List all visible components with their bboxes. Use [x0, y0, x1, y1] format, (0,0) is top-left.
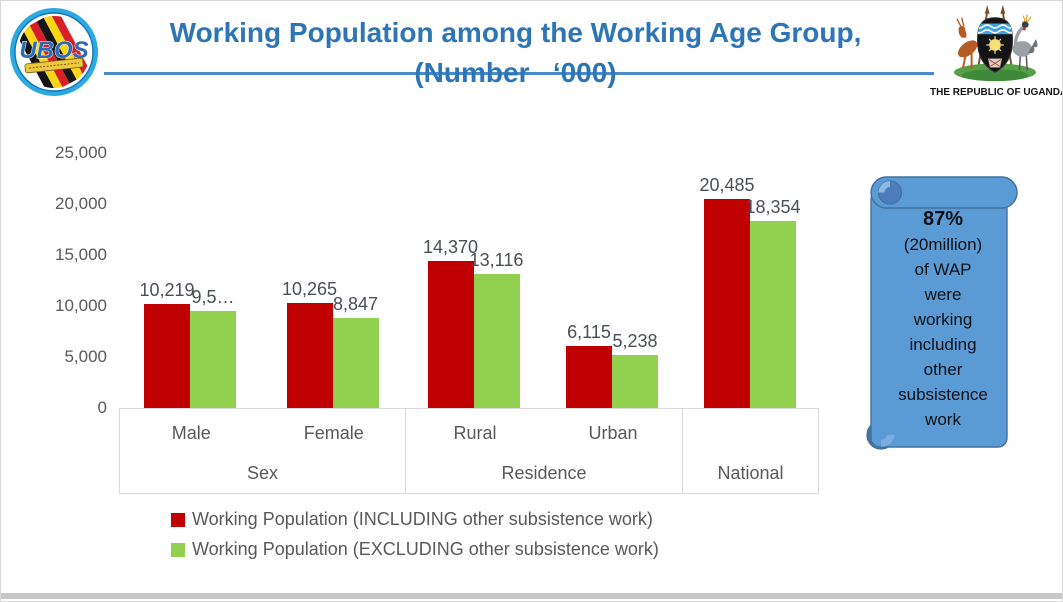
- callout-line: including: [909, 335, 977, 354]
- bar-value-label: 14,370: [422, 237, 479, 257]
- callout-line: 87%: [922, 208, 964, 230]
- bar-male-excluding: [190, 311, 236, 408]
- axis-group-label-national: National: [717, 462, 784, 483]
- axis-group-national: National: [682, 409, 818, 493]
- legend-label-including: Working Population (INCLUDING other subs…: [192, 509, 653, 529]
- axis-label-rural: Rural: [453, 422, 497, 443]
- legend-item-excluding: Working Population (EXCLUDING other subs…: [171, 539, 659, 560]
- y-axis-tick: 15,000: [55, 245, 107, 264]
- legend-swatch-excluding: [171, 542, 185, 557]
- axis-group-sex: Male Female Sex: [120, 409, 405, 493]
- axis-label-female: Female: [303, 422, 364, 443]
- legend-swatch-including: [171, 512, 185, 527]
- legend-label-excluding: Working Population (EXCLUDING other subs…: [192, 539, 659, 559]
- coat-of-arms-caption: THE REPUBLIC OF UGANDA: [930, 87, 1063, 98]
- coat-of-arms-icon: [954, 4, 1038, 82]
- callout-line: (20million): [903, 235, 983, 254]
- bar-value-label: 9,5…: [191, 287, 235, 307]
- ubos-logo-icon: UBOS: [9, 7, 99, 97]
- y-axis-tick: 10,000: [55, 296, 107, 315]
- bar-urban-including: [566, 346, 612, 408]
- bar-value-label: 10,219: [139, 280, 195, 300]
- slide-title: Working Population among the Working Age…: [101, 17, 930, 89]
- y-axis-tick: 20,000: [55, 194, 107, 213]
- callout-line: working: [913, 310, 973, 329]
- axis-group-label-sex: Sex: [246, 462, 279, 483]
- legend-item-including: Working Population (INCLUDING other subs…: [171, 509, 659, 530]
- title-line-1: Working Population among the Working Age…: [169, 17, 862, 48]
- title-line-2: (Number ‘000): [414, 57, 617, 88]
- bar-value-label: 10,265: [281, 279, 338, 299]
- bar-male-including: [144, 304, 190, 408]
- bar-value-label: 6,115: [567, 322, 611, 342]
- scroll-callout-text: 87% (20million) of WAP were working including…: [873, 207, 1013, 432]
- callout-line: subsistence: [898, 385, 988, 404]
- y-axis-tick: 5,000: [64, 347, 107, 366]
- title-underline: [104, 72, 934, 75]
- callout-line: were: [924, 285, 962, 304]
- scroll-callout: 87% (20million) of WAP were working including…: [865, 165, 1023, 455]
- bar-rural-excluding: [473, 274, 520, 408]
- bar-female-including: [286, 303, 333, 408]
- category-axis: Male Female Sex Rural Urban Residence Na…: [119, 408, 819, 494]
- plot-area: 10,219 9,5… 10,265 8,847 14,370 13,116 6,115 5,…: [119, 153, 819, 408]
- bar-urban-excluding: [612, 355, 658, 408]
- uganda-coat-of-arms: THE REPUBLIC OF UGANDA: [930, 4, 1063, 98]
- bar-female-excluding: [332, 318, 379, 408]
- slide-footer-bar: [1, 593, 1062, 599]
- bar-rural-including: [427, 261, 474, 408]
- axis-group-residence: Rural Urban Residence: [405, 409, 682, 493]
- bar-national-including: [704, 199, 750, 408]
- bar-value-label: 13,116: [469, 250, 524, 270]
- bar-value-label: 5,238: [612, 331, 658, 351]
- y-axis-tick: 25,000: [55, 143, 107, 162]
- callout-line: work: [925, 410, 961, 429]
- y-axis-tick: 0: [97, 398, 107, 417]
- axis-label-urban: Urban: [588, 422, 638, 443]
- chart-legend: Working Population (INCLUDING other subs…: [171, 509, 659, 569]
- bar-value-label: 18,354: [745, 197, 801, 217]
- axis-group-label-residence: Residence: [501, 462, 587, 483]
- scroll-shape-icon: [866, 176, 1018, 450]
- callout-line: other: [923, 360, 963, 379]
- bar-national-excluding: [750, 221, 796, 408]
- bar-value-label: 8,847: [332, 294, 379, 314]
- axis-label-male: Male: [171, 422, 211, 443]
- callout-line: of WAP: [914, 260, 972, 279]
- bar-value-label: 20,485: [699, 175, 755, 195]
